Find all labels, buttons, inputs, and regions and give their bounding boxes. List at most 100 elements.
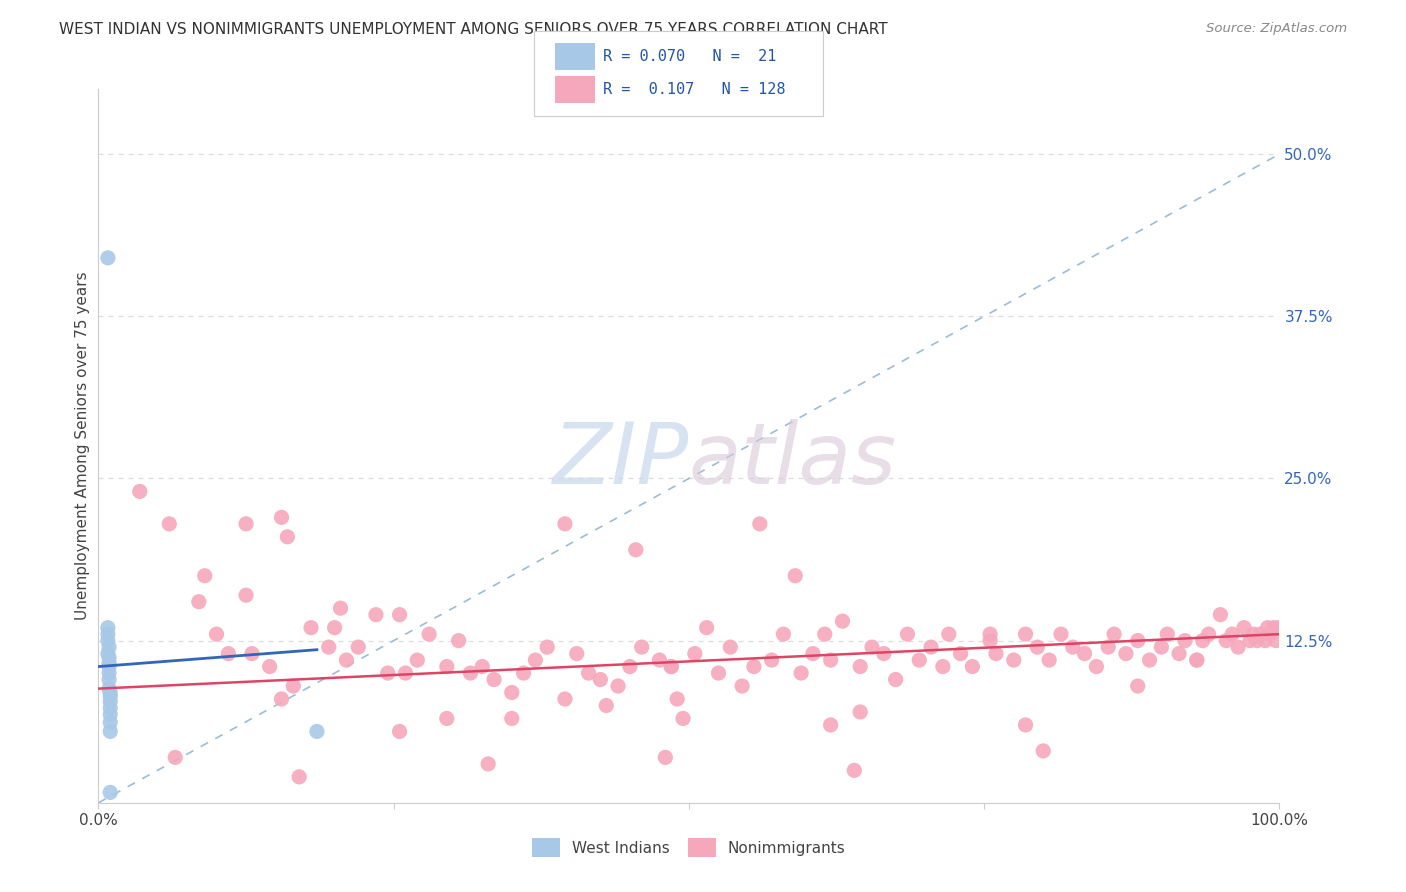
Point bbox=[1062, 640, 1084, 654]
Point bbox=[1156, 627, 1178, 641]
Point bbox=[377, 666, 399, 681]
Point bbox=[938, 627, 960, 641]
Point bbox=[1139, 653, 1161, 667]
Point bbox=[979, 627, 1001, 641]
Point bbox=[323, 621, 346, 635]
Point bbox=[554, 692, 576, 706]
Point bbox=[205, 627, 228, 641]
Point bbox=[1191, 633, 1213, 648]
Point bbox=[1050, 627, 1073, 641]
Point bbox=[98, 666, 121, 681]
Point bbox=[814, 627, 837, 641]
Point bbox=[1038, 653, 1060, 667]
Point bbox=[718, 640, 741, 654]
Point bbox=[932, 659, 955, 673]
Point bbox=[801, 647, 824, 661]
Point bbox=[1174, 633, 1197, 648]
Point bbox=[1014, 627, 1036, 641]
Point bbox=[235, 516, 257, 531]
Point bbox=[418, 627, 440, 641]
Point bbox=[97, 621, 120, 635]
Point bbox=[259, 659, 281, 673]
Point bbox=[748, 516, 770, 531]
Point bbox=[607, 679, 630, 693]
Point bbox=[98, 690, 121, 704]
Point bbox=[1254, 633, 1277, 648]
Text: WEST INDIAN VS NONIMMIGRANTS UNEMPLOYMENT AMONG SENIORS OVER 75 YEARS CORRELATIO: WEST INDIAN VS NONIMMIGRANTS UNEMPLOYMEN… bbox=[59, 22, 887, 37]
Point bbox=[1026, 640, 1049, 654]
Point bbox=[288, 770, 311, 784]
Point bbox=[589, 673, 612, 687]
Point bbox=[240, 647, 263, 661]
Point bbox=[844, 764, 866, 778]
Point bbox=[1168, 647, 1191, 661]
Point bbox=[194, 568, 217, 582]
Point bbox=[394, 666, 416, 681]
Point bbox=[1185, 653, 1208, 667]
Point bbox=[860, 640, 883, 654]
Point bbox=[305, 724, 328, 739]
Point bbox=[979, 633, 1001, 648]
Point bbox=[98, 656, 121, 670]
Point bbox=[98, 685, 121, 699]
Point bbox=[554, 516, 576, 531]
Point bbox=[1239, 633, 1261, 648]
Point bbox=[436, 659, 458, 673]
Point bbox=[270, 510, 292, 524]
Point bbox=[1209, 607, 1232, 622]
Point bbox=[98, 640, 121, 654]
Point bbox=[565, 647, 588, 661]
Point bbox=[482, 673, 505, 687]
Point bbox=[1246, 633, 1268, 648]
Point bbox=[624, 542, 647, 557]
Point bbox=[1263, 621, 1285, 635]
Point bbox=[659, 659, 682, 673]
Point bbox=[1073, 647, 1095, 661]
Point bbox=[1267, 621, 1289, 635]
Point bbox=[329, 601, 352, 615]
Point bbox=[97, 627, 120, 641]
Point bbox=[630, 640, 652, 654]
Point bbox=[831, 614, 853, 628]
Point bbox=[447, 633, 470, 648]
Point bbox=[820, 718, 842, 732]
Point bbox=[908, 653, 931, 667]
Point bbox=[920, 640, 942, 654]
Point bbox=[299, 621, 322, 635]
Point bbox=[761, 653, 783, 667]
Point bbox=[471, 659, 494, 673]
Point bbox=[1198, 627, 1220, 641]
Point bbox=[235, 588, 257, 602]
Point bbox=[896, 627, 918, 641]
Point bbox=[98, 785, 121, 799]
Point bbox=[1185, 653, 1208, 667]
Point bbox=[1150, 640, 1173, 654]
Point bbox=[157, 516, 180, 531]
Point bbox=[1233, 621, 1256, 635]
Text: R = 0.070   N =  21: R = 0.070 N = 21 bbox=[603, 49, 776, 63]
Point bbox=[97, 633, 120, 648]
Point bbox=[97, 647, 120, 661]
Point bbox=[187, 595, 209, 609]
Point bbox=[984, 647, 1007, 661]
Point bbox=[98, 707, 121, 722]
Point bbox=[1126, 679, 1149, 693]
Point bbox=[1032, 744, 1054, 758]
Point bbox=[270, 692, 292, 706]
Point bbox=[1227, 640, 1250, 654]
Point bbox=[512, 666, 534, 681]
Point bbox=[98, 659, 121, 673]
Point bbox=[659, 659, 682, 673]
Point bbox=[1085, 659, 1108, 673]
Point bbox=[884, 673, 907, 687]
Point bbox=[1215, 633, 1237, 648]
Point bbox=[318, 640, 340, 654]
Point bbox=[1258, 627, 1281, 641]
Point bbox=[578, 666, 600, 681]
Point bbox=[98, 701, 121, 715]
Point bbox=[477, 756, 499, 771]
Point bbox=[98, 650, 121, 665]
Point bbox=[1102, 627, 1125, 641]
Point bbox=[849, 659, 872, 673]
Point bbox=[742, 659, 765, 673]
